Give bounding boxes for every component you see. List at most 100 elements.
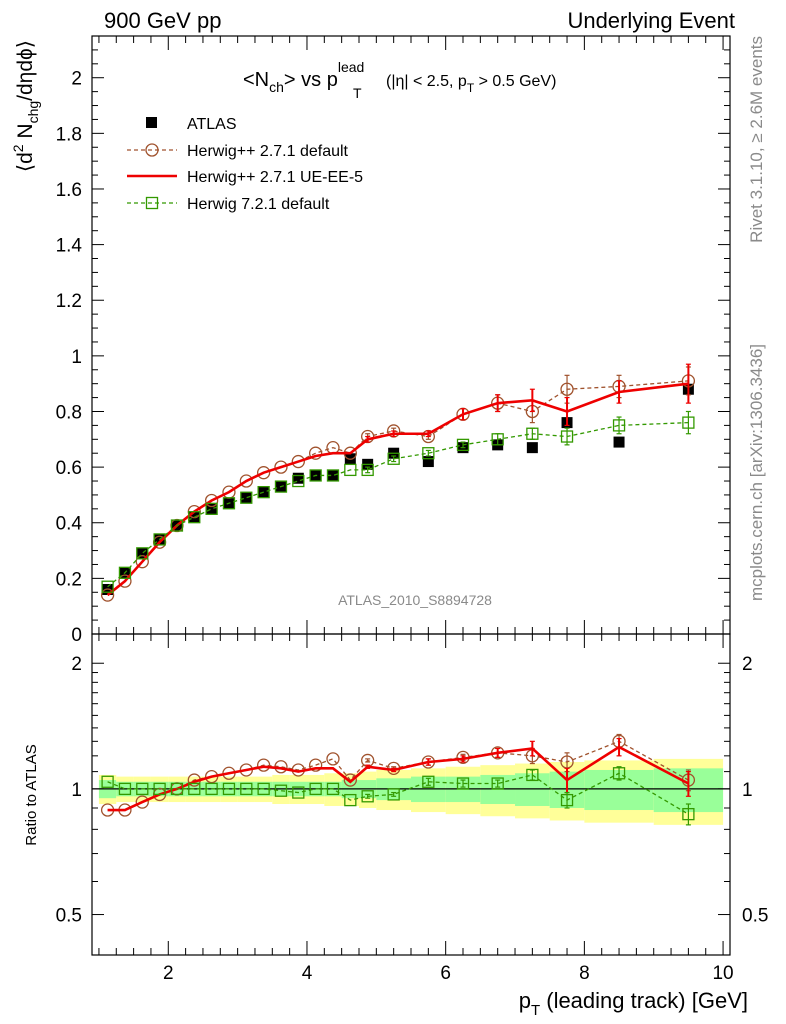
header-right: Underlying Event bbox=[567, 8, 735, 33]
main-ytick-label: 0.8 bbox=[56, 402, 82, 423]
legend-label-atlas: ATLAS bbox=[187, 116, 237, 133]
ratio-point-2 bbox=[387, 788, 400, 801]
series-point-3 bbox=[682, 416, 695, 429]
title-cut: (|η| < 2.5, pT > 0.5 GeV) bbox=[386, 73, 556, 95]
ratio-axis-ticks bbox=[92, 634, 730, 955]
series-point-3 bbox=[118, 566, 132, 579]
series-point-1 bbox=[135, 555, 149, 569]
series-point-3 bbox=[361, 463, 374, 477]
ratio-ytick-label-right: 2 bbox=[742, 654, 753, 675]
legend-label-herwig271-ueee5: Herwig++ 2.7.1 UE-EE-5 bbox=[187, 169, 363, 186]
series-point-1 bbox=[560, 382, 574, 396]
series-point-1 bbox=[308, 446, 323, 460]
xtick-label: 2 bbox=[163, 963, 174, 984]
xtick-label: 8 bbox=[579, 963, 590, 984]
series-point-3 bbox=[153, 533, 166, 546]
ratio-point-2 bbox=[205, 782, 218, 796]
title-sup-lead: lead bbox=[338, 59, 364, 75]
legend-label-herwig721-default: Herwig 7.2.1 default bbox=[187, 196, 330, 213]
series-point-3 bbox=[309, 469, 322, 482]
ratio-point-2 bbox=[526, 768, 539, 782]
main-ylabel: ⟨d2 Nchg/dηdϕ⟩ bbox=[10, 40, 41, 172]
series-line-3 bbox=[107, 421, 689, 588]
ratio-point-2 bbox=[118, 782, 132, 796]
main-ytick-label: 1.6 bbox=[56, 180, 82, 201]
ratio-point-2 bbox=[188, 782, 201, 796]
ratio-line-1 bbox=[107, 745, 689, 812]
series-line-1 bbox=[107, 380, 689, 596]
atlas-point bbox=[327, 469, 339, 481]
ratio-point-2 bbox=[326, 782, 340, 796]
series-point-3 bbox=[274, 480, 288, 493]
legend-marker-herwig271-default bbox=[145, 143, 159, 157]
ratio-ytick-label: 1 bbox=[71, 780, 82, 801]
rivet-label: Rivet 3.1.10, ≥ 2.6M events bbox=[747, 36, 766, 243]
ratio-point-2 bbox=[222, 782, 236, 796]
ratio-bands bbox=[92, 758, 730, 825]
ratio-point-2 bbox=[682, 807, 695, 821]
series-point-3 bbox=[560, 430, 574, 443]
series-point-3 bbox=[292, 474, 305, 488]
ratio-point-2 bbox=[240, 782, 253, 796]
main-ytick-label: 0.6 bbox=[56, 458, 82, 479]
main-ytick-label: 0.4 bbox=[56, 514, 83, 535]
ratio-tick-labels: 0.5 0.5 1 1 2 2 2 4 6 8 10 bbox=[56, 654, 769, 984]
series-point-3 bbox=[240, 491, 253, 504]
main-series-layer bbox=[100, 363, 696, 602]
ylabel-sub: chg bbox=[25, 101, 41, 124]
ratio-point-2 bbox=[422, 775, 435, 788]
xlabel-p: p bbox=[519, 988, 531, 1013]
series-point-3 bbox=[422, 447, 435, 460]
xtick-label: 10 bbox=[712, 963, 733, 984]
legend-marker-atlas bbox=[146, 117, 157, 128]
header-left: 900 GeV pp bbox=[104, 8, 221, 33]
main-ytick-label: 0.2 bbox=[56, 569, 82, 590]
series-point-1 bbox=[274, 460, 288, 474]
series-point-3 bbox=[222, 497, 236, 510]
main-ytick-label: 0 bbox=[71, 625, 82, 646]
title-sub-T: T bbox=[353, 85, 362, 101]
series-point-3 bbox=[387, 452, 400, 465]
title-sub-ch: ch bbox=[269, 79, 284, 95]
series-point-3 bbox=[170, 519, 184, 532]
atlas-point bbox=[240, 492, 252, 504]
ratio-ytick-label: 2 bbox=[71, 654, 82, 675]
ratio-ytick-label-right: 0.5 bbox=[742, 906, 768, 927]
analysis-watermark: ATLAS_2010_S8894728 bbox=[338, 592, 492, 608]
series-point-3 bbox=[188, 511, 201, 524]
ratio-point-2 bbox=[170, 782, 184, 796]
main-ytick-labels: 0 0.2 0.4 0.6 0.8 1 1.2 1.4 1.6 1.8 2 bbox=[56, 69, 83, 646]
main-ytick-label: 1.8 bbox=[56, 124, 82, 145]
main-ytick-label: 1.4 bbox=[56, 236, 83, 257]
main-ytick-label: 1 bbox=[71, 347, 82, 368]
atlas-point bbox=[292, 472, 304, 484]
title-lt: <N bbox=[243, 69, 269, 91]
series-point-3 bbox=[326, 469, 340, 482]
xlabel-sub: T bbox=[531, 1002, 540, 1019]
main-ytick-label: 1.2 bbox=[56, 291, 82, 312]
ylabel-mid: N bbox=[14, 123, 37, 144]
series-point-1 bbox=[256, 466, 271, 480]
atlas-point bbox=[206, 503, 218, 515]
series-point-3 bbox=[136, 547, 149, 560]
ratio-point-2 bbox=[612, 767, 626, 780]
atlas-point bbox=[422, 456, 434, 468]
xaxis-label: pT (leading track) [GeV] bbox=[519, 988, 748, 1019]
ratio-point-2 bbox=[491, 777, 504, 790]
legend: ATLAS Herwig++ 2.7.1 default Herwig++ 2.… bbox=[127, 116, 363, 213]
title-cut-a: (|η| < 2.5, p bbox=[386, 73, 467, 90]
series-point-3 bbox=[526, 427, 539, 440]
series-point-1 bbox=[291, 454, 305, 469]
main-ytick-label: 2 bbox=[71, 69, 82, 90]
main-axis-ticks bbox=[92, 36, 730, 635]
mcplots-label: mcplots.cern.ch [arXiv:1306.3436] bbox=[747, 344, 766, 601]
xtick-label: 6 bbox=[440, 963, 451, 984]
series-point-3 bbox=[456, 438, 470, 452]
ratio-point-0 bbox=[135, 795, 149, 809]
legend-label-herwig271-default: Herwig++ 2.7.1 default bbox=[187, 143, 349, 160]
ratio-point-2 bbox=[560, 793, 574, 807]
series-point-1 bbox=[100, 588, 115, 602]
series-point-3 bbox=[491, 433, 504, 446]
ratio-point-0 bbox=[343, 773, 357, 787]
